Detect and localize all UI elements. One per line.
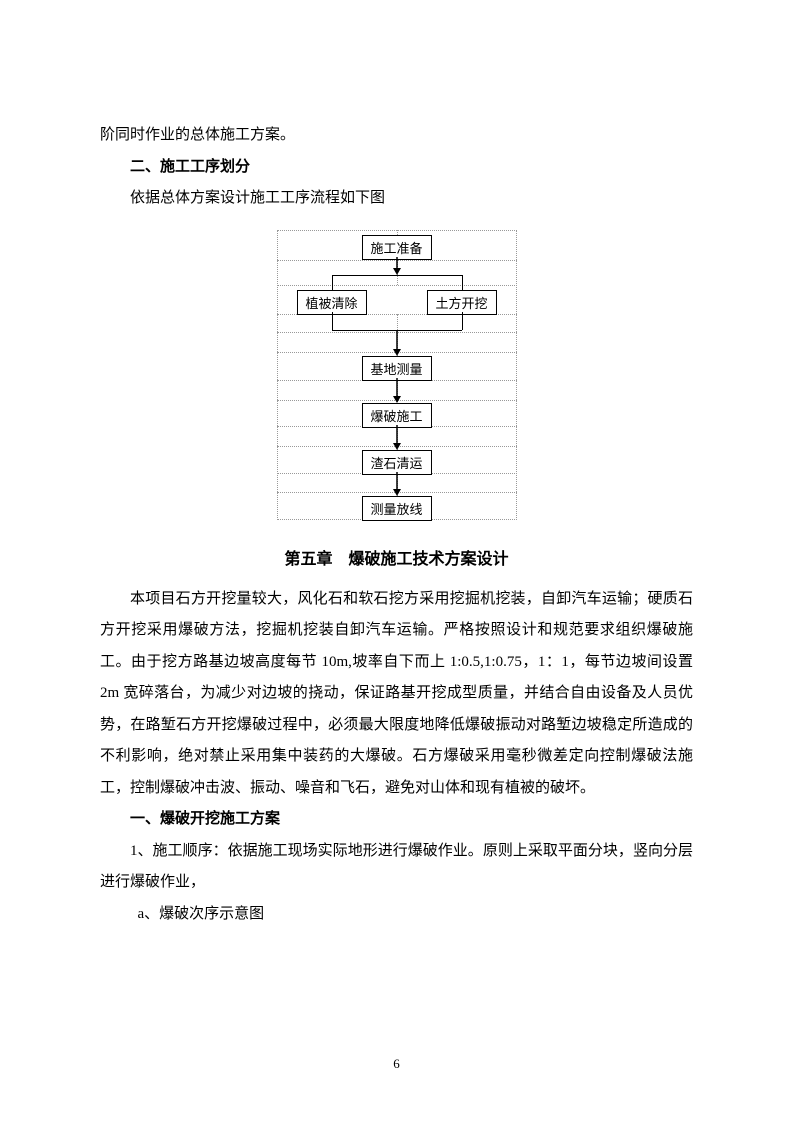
chapter-title: 第五章 爆破施工技术方案设计: [100, 545, 693, 569]
paragraph-intro: 阶同时作业的总体施工方案。: [100, 120, 693, 152]
flow-arrow: [391, 472, 403, 496]
section-heading-blasting: 一、爆破开挖施工方案: [100, 804, 693, 836]
flow-connector: [332, 275, 333, 290]
flow-arrow: [391, 425, 403, 450]
grid-line: [277, 285, 517, 286]
flow-node-setout: 测量放线: [361, 496, 431, 521]
flow-arrow: [391, 257, 403, 275]
flow-connector: [462, 312, 463, 330]
section-heading-2: 二、施工工序划分: [100, 152, 693, 184]
flow-connector: [332, 312, 333, 330]
flow-connector: [462, 275, 463, 290]
page-number: 6: [0, 1056, 793, 1072]
flowchart: 施工准备 植被清除 土方开挖 基地测量 爆破施工 渣石清运 测量放线: [277, 230, 517, 520]
paragraph-flowchart-intro: 依据总体方案设计施工工序流程如下图: [100, 183, 693, 215]
flow-connector: [332, 275, 462, 276]
paragraph-order: 1、施工顺序：依据施工现场实际地形进行爆破作业。原则上采取平面分块，竖向分层进行…: [100, 836, 693, 899]
paragraph-main: 本项目石方开挖量较大，风化石和软石挖方采用挖掘机挖装，自卸汽车运输；硬质石方开挖…: [100, 584, 693, 805]
flow-arrow: [391, 378, 403, 403]
flow-arrow: [391, 330, 403, 356]
paragraph-diagram-label: a、爆破次序示意图: [100, 899, 693, 931]
